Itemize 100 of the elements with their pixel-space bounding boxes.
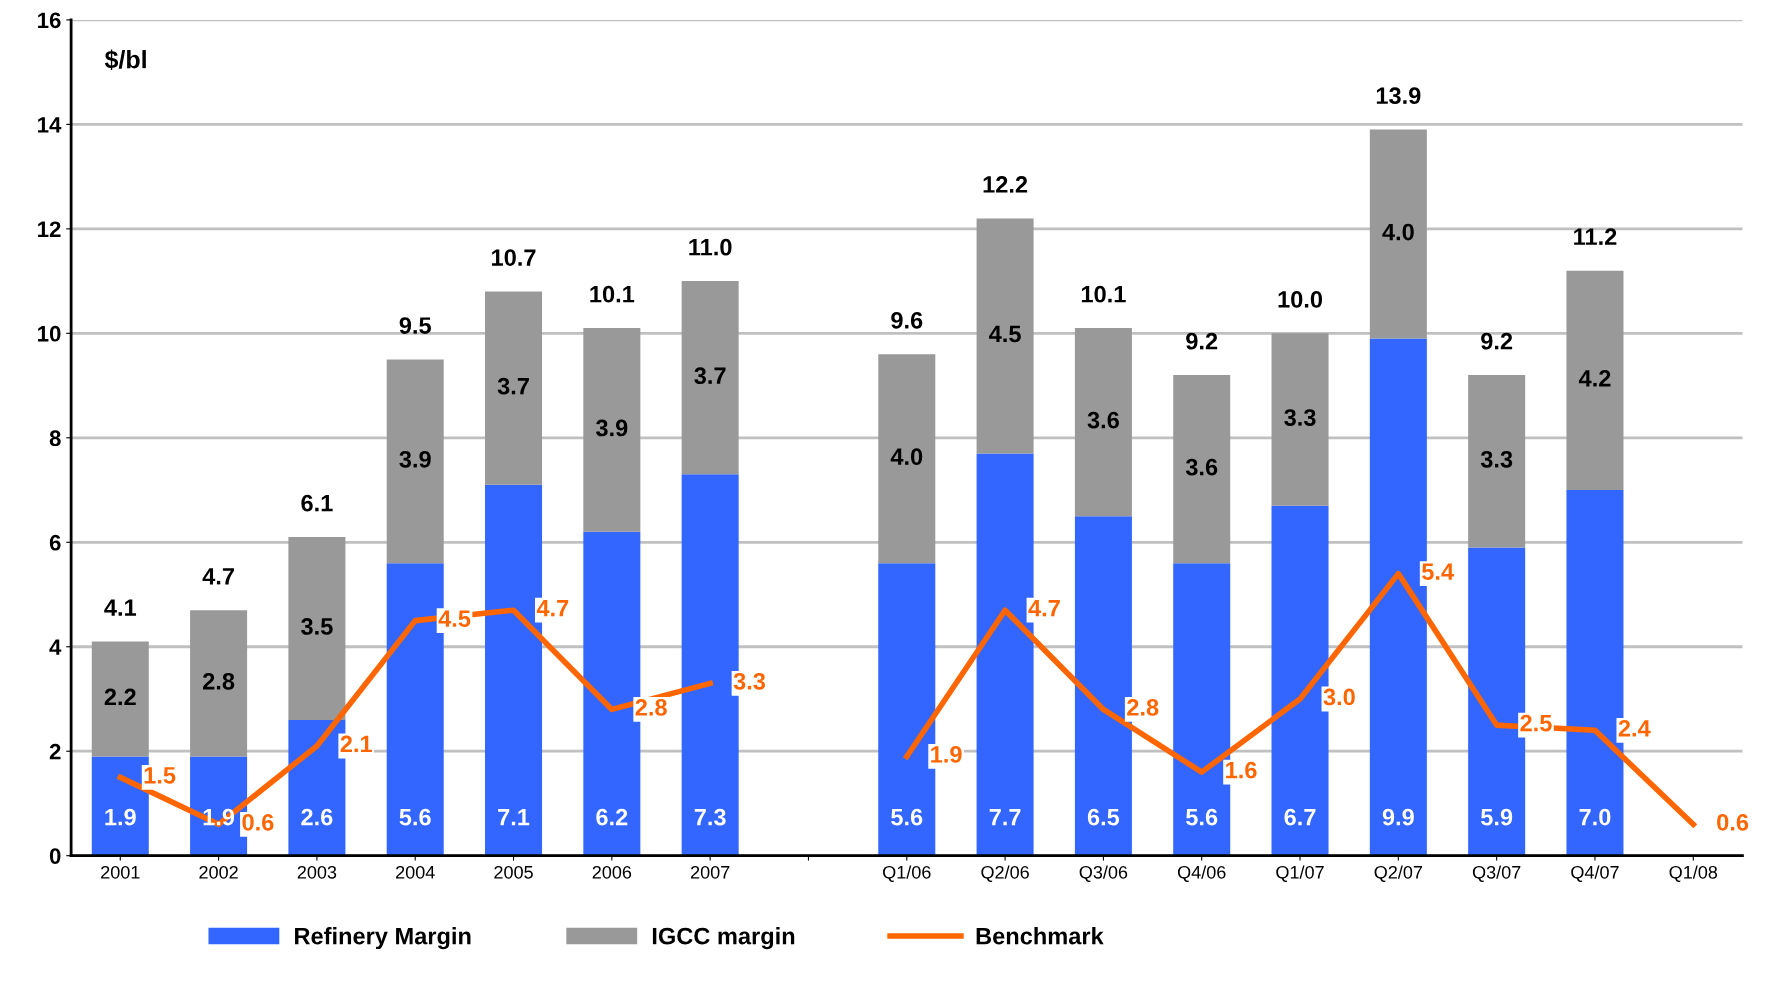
- data-label: 6.2: [596, 808, 628, 826]
- bar: [288, 537, 346, 720]
- data-label: 7.7: [989, 809, 1021, 826]
- y-tick-label: 0: [49, 848, 61, 864]
- data-label: 5.9: [1480, 808, 1513, 826]
- x-tick-label: 2001: [101, 865, 140, 879]
- data-label: 7.0: [1579, 808, 1611, 826]
- data-label: 2.5: [1520, 714, 1552, 732]
- x-tick-label: 2005: [494, 865, 533, 879]
- x-tick-label: Q1/06: [883, 865, 931, 882]
- data-label: 2.4: [1618, 719, 1651, 737]
- data-label: 2.8: [635, 699, 667, 716]
- bar: [976, 218, 1034, 454]
- total-label: 11.2: [1574, 228, 1617, 245]
- total-label: 9.2: [1186, 332, 1218, 350]
- data-label: 3.3: [1284, 409, 1316, 426]
- bar: [485, 291, 543, 485]
- data-label: 1.9: [105, 808, 136, 826]
- bar: [91, 641, 149, 757]
- x-tick-label: Q1/07: [1276, 865, 1324, 882]
- x-tick-label: 2004: [396, 865, 435, 879]
- bar: [386, 359, 444, 564]
- data-label: 3.9: [595, 419, 628, 437]
- data-label: 9.9: [1382, 808, 1414, 826]
- bar: [1074, 328, 1132, 517]
- data-label: 3.6: [1185, 458, 1218, 476]
- bar: [1468, 375, 1526, 548]
- data-label: 6.5: [1087, 808, 1120, 826]
- data-label: 4.5: [438, 610, 471, 627]
- data-label: 4.7: [536, 600, 569, 617]
- data-label: 4.2: [1578, 369, 1611, 387]
- data-label: 1.9: [203, 808, 235, 826]
- data-label: 1.9: [931, 746, 962, 763]
- x-tick-label: 2003: [297, 865, 337, 879]
- total-label: 4.1: [104, 599, 137, 616]
- data-label: 1.6: [1226, 761, 1257, 779]
- data-label: 4.7: [1028, 600, 1060, 617]
- total-label: 4.7: [202, 568, 234, 585]
- data-label: 2.8: [203, 672, 235, 690]
- total-label: 13.9: [1376, 87, 1421, 105]
- x-tick-label: Q2/07: [1374, 865, 1423, 882]
- total-label: 10.0: [1278, 291, 1323, 308]
- data-label: 2.1: [340, 735, 372, 753]
- x-tick-label: Q1/08: [1669, 865, 1718, 882]
- bar: [190, 610, 248, 757]
- y-axis-title: $/bl: [104, 49, 146, 71]
- data-label: 2.2: [104, 688, 136, 706]
- bar: [878, 354, 936, 564]
- data-label: 3.6: [1087, 411, 1119, 429]
- data-label: 0.6: [1717, 813, 1749, 831]
- data-label: 5.6: [891, 808, 923, 826]
- data-label: 3.3: [733, 672, 766, 690]
- y-tick-label: 14: [38, 117, 62, 133]
- total-label: 9.2: [1481, 332, 1513, 350]
- bar: [1173, 375, 1231, 564]
- x-tick-label: Q3/06: [1079, 865, 1128, 882]
- total-label: 9.5: [399, 317, 431, 334]
- data-label: 3.0: [1323, 688, 1355, 706]
- data-label: 4.0: [890, 448, 923, 466]
- total-label: 10.1: [590, 285, 635, 303]
- bar: [583, 328, 641, 532]
- total-label: 6.1: [301, 494, 333, 512]
- y-tick-label: 8: [49, 430, 61, 447]
- x-tick-label: Q3/07: [1472, 865, 1521, 882]
- data-label: 5.6: [399, 808, 431, 826]
- y-tick-label: 6: [49, 534, 61, 551]
- data-label: 1.5: [144, 767, 176, 784]
- y-tick-label: 12: [38, 221, 61, 237]
- data-label: 2.8: [1127, 699, 1159, 716]
- data-label: 0.6: [242, 813, 274, 831]
- legend-label: Refinery Margin: [295, 927, 471, 950]
- legend-label: IGCC margin: [652, 927, 795, 950]
- data-label: 3.3: [1480, 450, 1513, 468]
- data-label: 4.5: [989, 325, 1021, 343]
- x-tick-label: Q4/06: [1177, 865, 1226, 882]
- x-tick-label: 2007: [690, 865, 730, 879]
- data-label: 2.6: [301, 808, 333, 826]
- bar: [681, 281, 739, 475]
- x-tick-label: Q2/06: [981, 865, 1029, 882]
- y-tick-label: 16: [38, 12, 61, 29]
- legend-label: Benchmark: [976, 927, 1104, 945]
- y-tick-label: 4: [49, 639, 62, 655]
- data-label: 3.9: [399, 450, 431, 468]
- total-label: 10.7: [492, 249, 536, 266]
- total-label: 10.1: [1081, 285, 1126, 303]
- total-label: 12.2: [983, 176, 1028, 193]
- data-label: 4.0: [1382, 223, 1414, 241]
- data-label: 7.1: [498, 809, 530, 826]
- data-label: 5.6: [1186, 808, 1218, 826]
- data-label: 3.5: [301, 618, 333, 635]
- bar: [1369, 129, 1427, 339]
- data-label: 7.3: [694, 808, 726, 826]
- total-label: 9.6: [891, 311, 923, 329]
- x-tick-label: 2006: [592, 865, 632, 879]
- bar: [1566, 270, 1624, 491]
- x-tick-label: Q4/07: [1571, 865, 1619, 882]
- data-label: 3.7: [694, 367, 726, 385]
- total-label: 11.0: [689, 238, 732, 256]
- y-tick-label: 10: [38, 325, 61, 342]
- data-label: 6.7: [1284, 808, 1316, 826]
